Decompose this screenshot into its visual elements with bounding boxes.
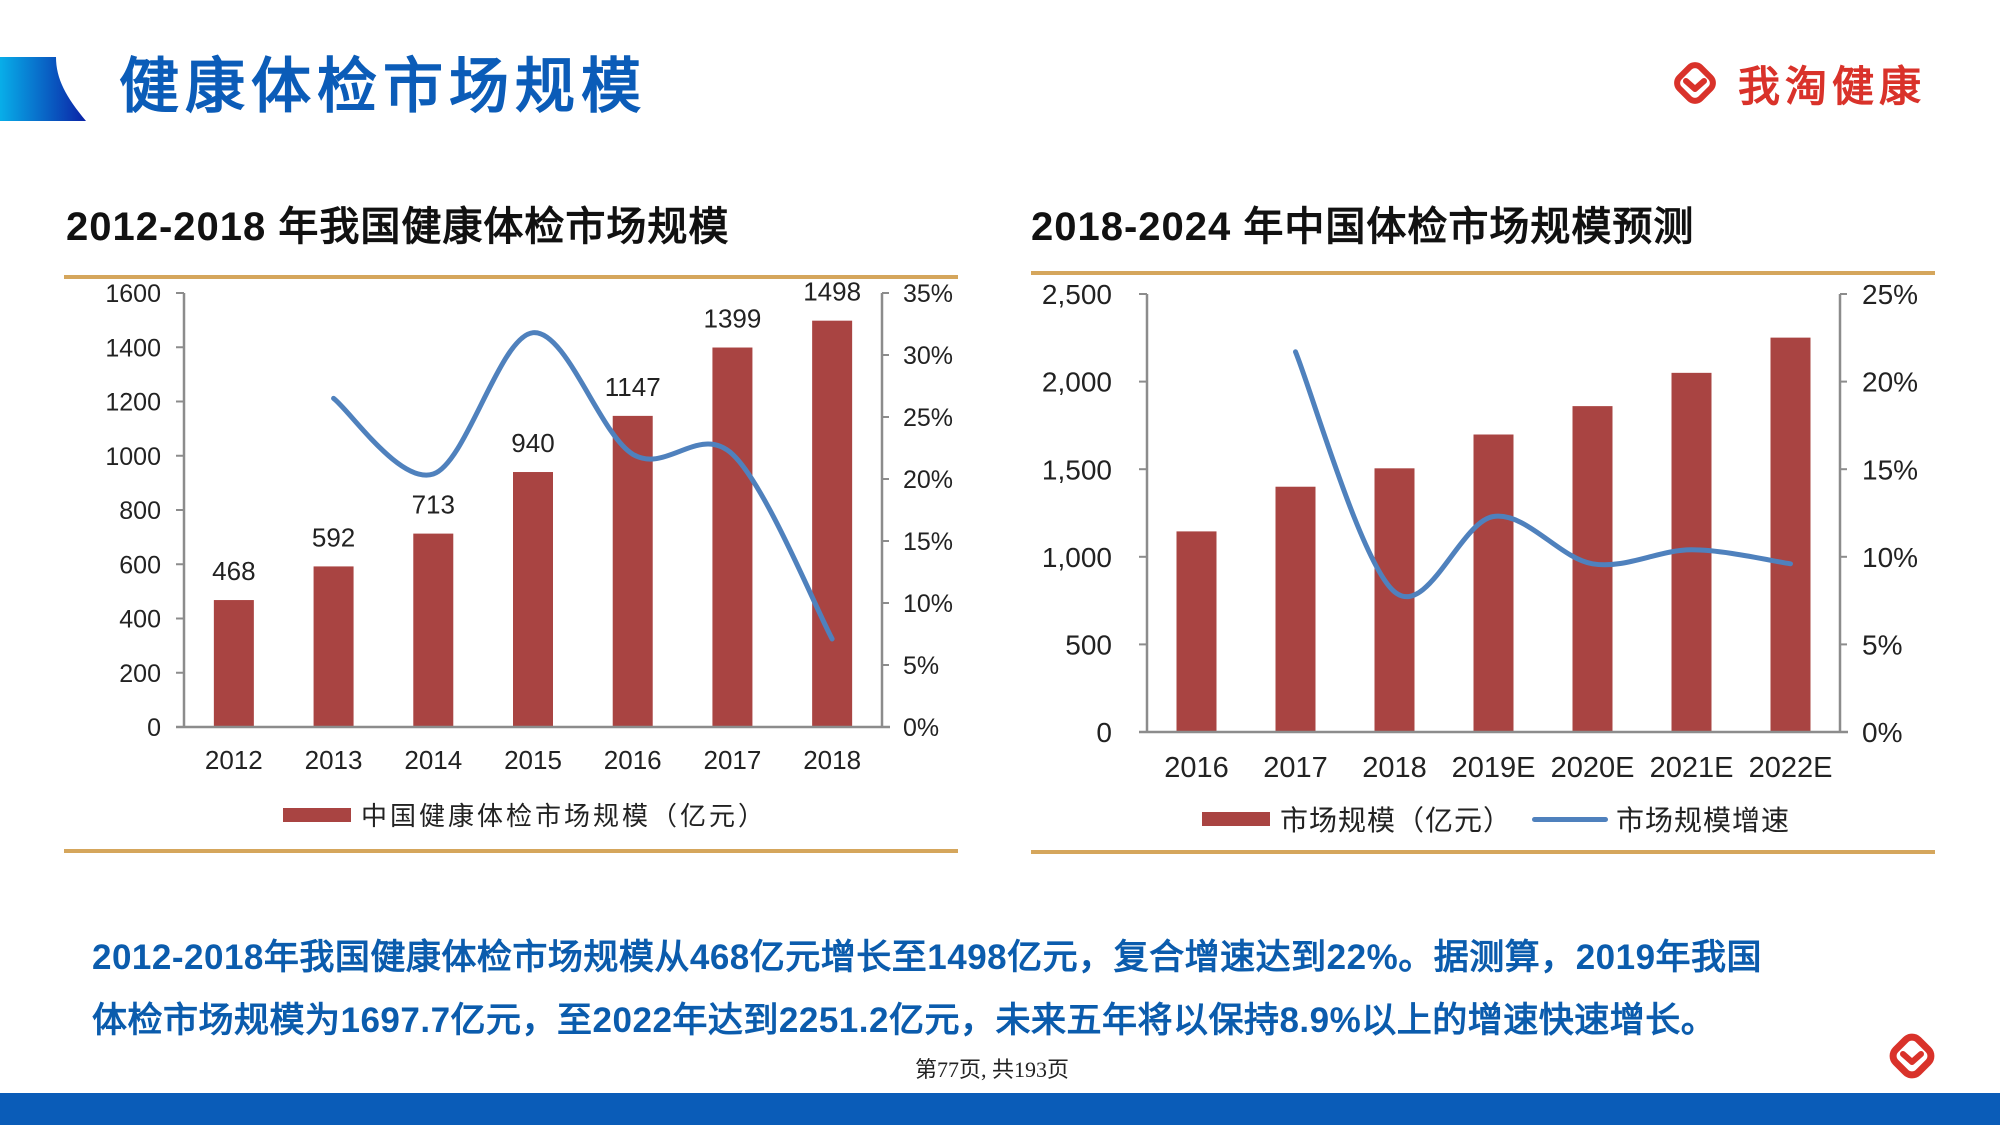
- y-tick-label-right: 35%: [903, 280, 953, 308]
- page-title: 健康体检市场规模: [119, 52, 647, 122]
- x-tick-label: 2018: [1362, 752, 1427, 784]
- y-tick-label-right: 30%: [903, 342, 953, 370]
- growth-rate-line: [331, 330, 835, 642]
- bar: [513, 472, 553, 727]
- legend-line-swatch: [1532, 816, 1609, 822]
- data-label: 468: [212, 556, 255, 586]
- bar: [1176, 531, 1217, 732]
- chart-1-legend: 中国健康体检市场规模（亿元）: [283, 796, 767, 833]
- growth-rate-line: [1293, 349, 1793, 600]
- chart-1-title: 2012-2018 年我国健康体检市场规模: [66, 205, 730, 249]
- y-tick-label-right: 25%: [903, 404, 953, 432]
- y-tick-label-left: 800: [119, 497, 161, 525]
- chart-1-health-checkup-market-size: 468 592 713 940 1147 1399 1498 0 200 400 600 800 100…: [105, 277, 953, 775]
- x-tick-label: 2016: [1164, 752, 1229, 784]
- y-tick-label-left: 600: [119, 551, 161, 579]
- chart-2-top-rule: [1031, 271, 1935, 275]
- y-tick-label-left: 1,500: [1042, 454, 1112, 485]
- x-tick-label: 2021E: [1650, 752, 1734, 784]
- legend-label-market-size: 市场规模（亿元）: [1280, 806, 1513, 837]
- data-label: 1147: [605, 372, 661, 402]
- summary-text-line: 2012-2018年我国健康体检市场规模从468亿元增长至1498亿元，复合增速…: [92, 938, 1763, 977]
- y-tick-label-right: 0%: [1862, 717, 1902, 748]
- legend-bar-swatch: [1202, 812, 1270, 826]
- y-tick-label-left: 1200: [105, 389, 161, 417]
- x-tick-label: 2017: [704, 745, 762, 775]
- y-tick-label-left: 400: [119, 606, 161, 634]
- bar: [712, 347, 753, 727]
- data-label: 1399: [704, 304, 762, 334]
- y-tick-label-right: 10%: [903, 590, 953, 618]
- x-tick-label: 2012: [205, 745, 263, 775]
- x-tick-label: 2019E: [1452, 752, 1536, 784]
- diamond-chevron-logo-icon: [1889, 1033, 1935, 1079]
- y-tick-label-left: 1000: [105, 443, 161, 471]
- bar: [1473, 434, 1514, 732]
- chart-2-legend: 市场规模（亿元） 市场规模增速: [1202, 799, 1790, 839]
- brand-name: 我淘健康: [1738, 62, 1927, 111]
- y-tick-label-left: 200: [119, 660, 161, 688]
- footer-bar: [0, 1093, 2000, 1125]
- x-tick-label: 2022E: [1749, 752, 1833, 784]
- y-tick-label-right: 20%: [903, 466, 953, 494]
- y-tick-label-left: 1,000: [1042, 542, 1112, 573]
- bar: [1275, 486, 1316, 732]
- y-tick-label-right: 20%: [1862, 367, 1918, 398]
- y-tick-label-left: 1400: [105, 334, 161, 362]
- x-tick-label: 2016: [604, 745, 662, 775]
- chart-2-market-size-forecast: 0 500 1,000 1,500 2,000 2,500 0% 5% 10% 15% 20% 25%…: [1042, 279, 1918, 784]
- bar: [313, 566, 354, 727]
- header-accent-shape: [0, 57, 86, 121]
- x-tick-label: 2014: [404, 745, 462, 775]
- bar: [812, 320, 853, 727]
- y-tick-label-right: 10%: [1862, 542, 1918, 573]
- bar: [213, 600, 254, 727]
- bar: [1374, 468, 1415, 732]
- bar: [1770, 337, 1811, 732]
- x-tick-label: 2015: [504, 745, 562, 775]
- chart-1-bottom-rule: [64, 849, 958, 853]
- y-tick-label-right: 5%: [903, 652, 939, 680]
- page-indicator: 第77页, 共193页: [915, 1057, 1070, 1082]
- bar: [1572, 406, 1613, 732]
- data-label: 713: [412, 490, 455, 520]
- legend-bar-swatch: [283, 807, 351, 822]
- chart-2-title: 2018-2024 年中国体检市场规模预测: [1031, 205, 1695, 249]
- diamond-chevron-logo-icon: [1674, 62, 1716, 104]
- y-tick-label-right: 5%: [1862, 629, 1902, 660]
- x-tick-label: 2020E: [1551, 752, 1635, 784]
- x-tick-label: 2017: [1263, 752, 1328, 784]
- y-tick-label-left: 0: [1096, 717, 1112, 748]
- chart-2-bottom-rule: [1031, 850, 1935, 854]
- legend-label-market-size: 中国健康体检市场规模（亿元）: [361, 802, 768, 831]
- bar: [413, 533, 454, 727]
- x-tick-label: 2013: [305, 745, 363, 775]
- chart-1-top-rule: [64, 275, 958, 279]
- y-tick-label-left: 0: [147, 714, 161, 742]
- y-tick-label-right: 15%: [1862, 454, 1918, 485]
- data-label: 1498: [803, 277, 861, 307]
- bar: [612, 415, 653, 727]
- y-tick-label-left: 2,000: [1042, 367, 1112, 398]
- data-label: 592: [312, 522, 355, 552]
- data-label: 940: [511, 428, 554, 458]
- y-tick-label-right: 0%: [903, 714, 939, 742]
- y-tick-label-left: 2,500: [1042, 279, 1112, 310]
- y-tick-label-left: 1600: [105, 280, 161, 308]
- legend-label-growth-rate: 市场规模增速: [1616, 806, 1791, 837]
- x-tick-label: 2018: [803, 745, 861, 775]
- summary-text-line: 体检市场规模为1697.7亿元，至2022年达到2251.2亿元，未来五年将以保…: [92, 1001, 1717, 1040]
- y-tick-label-left: 500: [1065, 629, 1112, 660]
- y-tick-label-right: 25%: [1862, 279, 1918, 310]
- y-tick-label-right: 15%: [903, 528, 953, 556]
